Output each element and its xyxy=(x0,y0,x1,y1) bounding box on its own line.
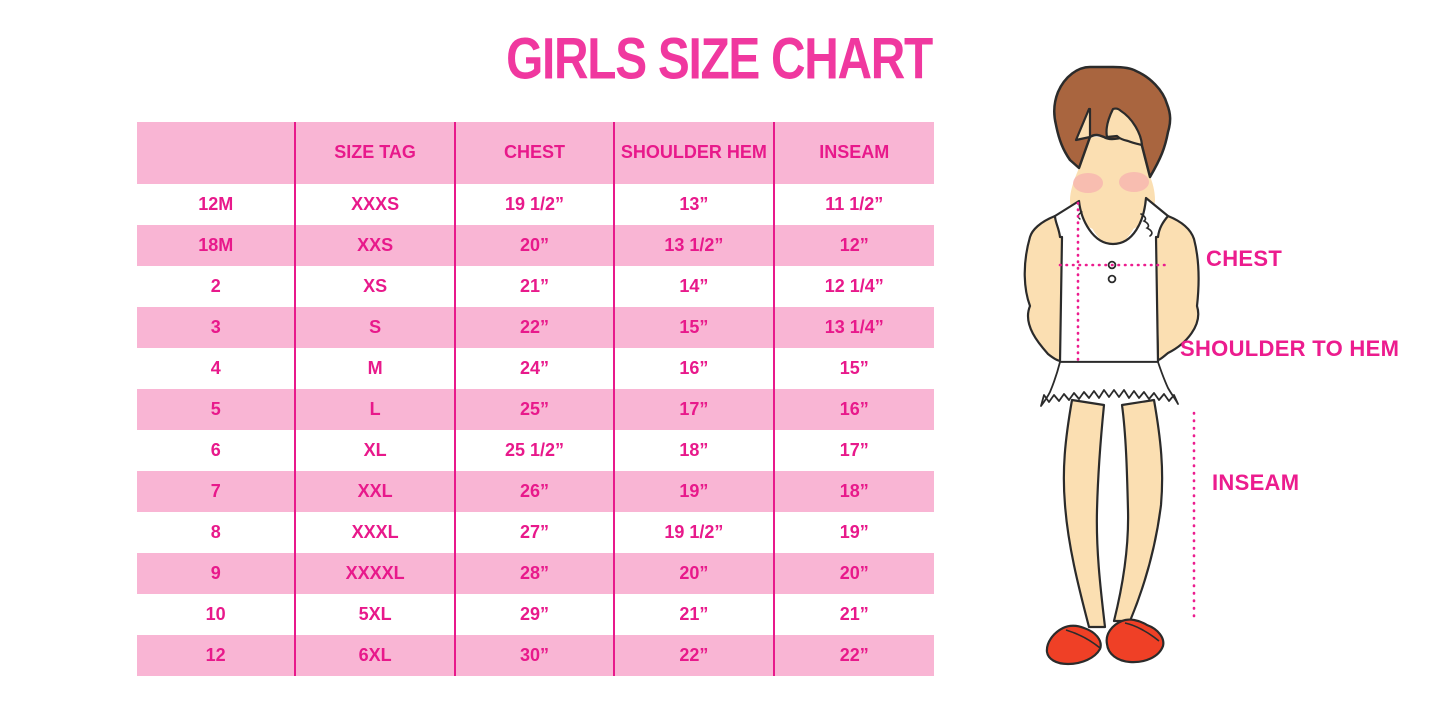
svg-text:SHOULDER TO HEM: SHOULDER TO HEM xyxy=(1180,336,1399,361)
svg-text:INSEAM: INSEAM xyxy=(1212,470,1299,495)
svg-text:CHEST: CHEST xyxy=(1206,246,1282,271)
